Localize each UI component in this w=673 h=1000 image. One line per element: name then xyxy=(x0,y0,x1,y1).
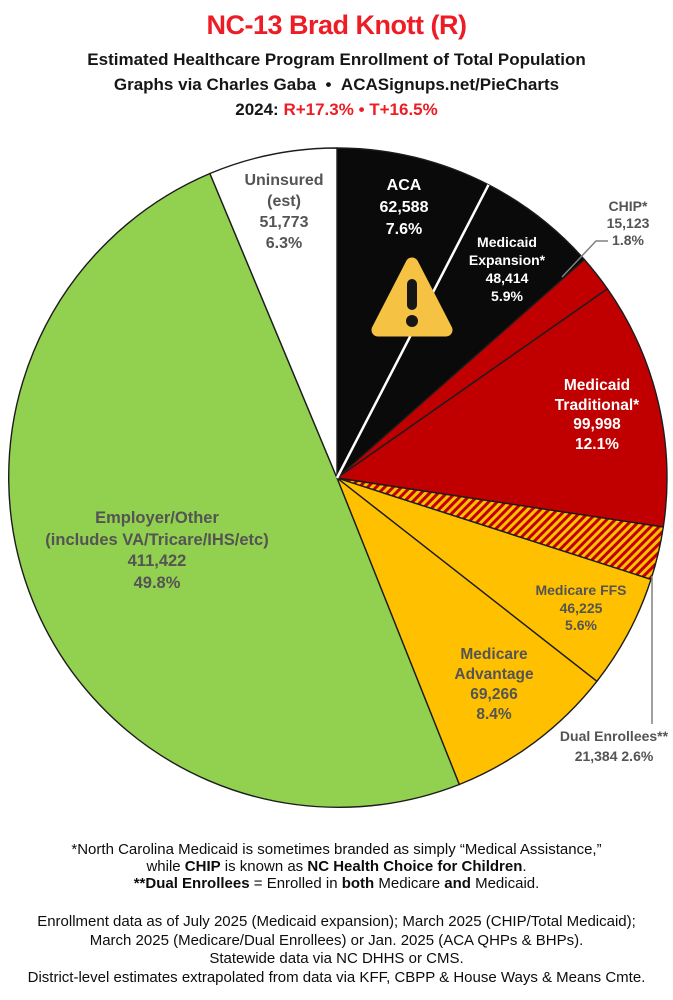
footnote-definitions: *North Carolina Medicaid is sometimes br… xyxy=(0,841,673,892)
source-line-4: District-level estimates extrapolated fr… xyxy=(27,968,646,986)
pie-chart-svg xyxy=(8,147,668,809)
source-line-2: March 2025 (Medicare/Dual Enrollees) or … xyxy=(89,931,584,949)
label-medicaid-traditional: Medicaid Traditional* 99,998 12.1% xyxy=(554,377,640,453)
pie-slice-uninsured xyxy=(209,147,338,479)
footnote-dual-enrollees: **Dual Enrollees = Enrolled in both Medi… xyxy=(133,875,540,892)
subtitle-attribution: Graphs via Charles Gaba • ACASignups.net… xyxy=(113,75,560,94)
subtitle-enrollment: Estimated Healthcare Program Enrollment … xyxy=(87,50,586,69)
label-chip: CHIP* 15,123 1.8% xyxy=(606,198,650,248)
partisan-lean-line: 2024: R+17.3% • T+16.5% xyxy=(0,100,673,120)
label-dual-enrollees: Dual Enrollees** 21,384 2.6% xyxy=(559,728,669,764)
source-line-3: Statewide data via NC DHHS or CMS. xyxy=(209,950,464,967)
chip-leader-line xyxy=(561,240,608,278)
footnote-medicaid-branding: *North Carolina Medicaid is sometimes br… xyxy=(71,841,602,858)
year-prefix: 2024: xyxy=(235,100,284,119)
pie-slice-trad xyxy=(336,288,668,528)
pie-chart-area: ACA 62,588 7.6% Medicaid Expansion* 48,4… xyxy=(0,140,673,830)
label-medicare-ffs: Medicare FFS 46,225 5.6% xyxy=(535,582,627,633)
source-line-1: Enrollment data as of July 2025 (Medicai… xyxy=(37,913,636,930)
label-aca: ACA 62,588 7.6% xyxy=(379,177,429,238)
pie-slice-ma xyxy=(336,477,598,786)
footnote-sources: Enrollment data as of July 2025 (Medicai… xyxy=(0,913,673,987)
partisan-lean-values: R+17.3% • T+16.5% xyxy=(283,100,438,119)
pie-slice-expansion xyxy=(336,184,586,479)
label-medicare-advantage: Medicare Advantage 69,266 8.4% xyxy=(454,646,534,723)
label-uninsured: Uninsured (est) 51,773 6.3% xyxy=(244,172,324,252)
pie-slice-employer xyxy=(8,172,460,809)
label-medicaid-expansion: Medicaid Expansion* 48,414 5.9% xyxy=(468,234,546,304)
page-title: NC-13 Brad Knott (R) xyxy=(206,10,468,40)
footnote-chip: while CHIP is known as NC Health Choice … xyxy=(146,858,527,875)
warning-icon xyxy=(371,257,453,337)
label-employer-other: Employer/Other (includes VA/Tricare/IHS/… xyxy=(45,509,269,592)
pie-slices xyxy=(8,147,668,809)
header: NC-13 Brad Knott (R) Estimated Healthcar… xyxy=(0,10,673,120)
